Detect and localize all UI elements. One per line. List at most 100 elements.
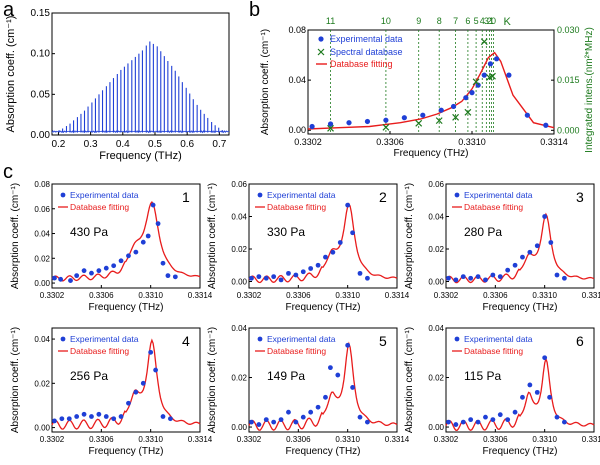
panel-c1-legend-experimental-marker xyxy=(60,192,66,198)
panel-c-subplot-6: 0.3302 0.3306 0.3310 0.3314 0.00 0.02 0.04 Freq… xyxy=(404,324,600,457)
panel-c1-experimental-point xyxy=(96,268,102,274)
panel-c6-experimental-point xyxy=(520,394,525,400)
panel-c2-x-tick-label: 0.3302 xyxy=(237,291,262,300)
panel-c6-x-tick-label: 0.3306 xyxy=(483,435,508,444)
panel-c6-experimental-point xyxy=(460,419,466,425)
panel-c3-experimental-point xyxy=(534,243,540,249)
panel-c1-y-tick-label: 0.04 xyxy=(34,230,50,239)
panel-b-k-line-label: 0 xyxy=(491,16,496,26)
panel-c1-experimental-point xyxy=(52,275,57,281)
panel-a-x-tick-label: 0.7 xyxy=(212,139,226,150)
panel-b-k-line-label: 5 xyxy=(474,16,479,26)
panel-c2-fit-curve xyxy=(248,202,398,284)
panel-c2-x-tick-label: 0.3310 xyxy=(335,291,360,300)
panel-b-x-tick-label: 0.3306 xyxy=(376,137,404,147)
panel-c1-pressure-label: 430 Pa xyxy=(70,225,108,239)
panel-letter-a: a xyxy=(3,0,15,21)
panel-b-experimental-point xyxy=(401,115,407,121)
panel-c3-pressure-label: 280 Pa xyxy=(464,225,502,239)
panel-c4-legend-fit-label: Database fitting xyxy=(70,346,129,356)
panel-c1-x-tick-label: 0.3306 xyxy=(89,291,114,300)
panel-c3-experimental-point xyxy=(548,240,554,245)
panel-c2-x-tick-label: 0.3306 xyxy=(286,291,311,300)
panel-b-experimental-point xyxy=(543,122,549,128)
panel-c6-experimental-point xyxy=(475,419,481,425)
chart-panel-c: 0.3302 0.3306 0.3310 0.3314 0.00 0.02 0.04 0.06… xyxy=(10,180,600,457)
panel-c5-experimental-point xyxy=(345,342,351,348)
panel-c5-y-tick-label: 0.02 xyxy=(231,374,247,383)
panel-b-y2-tick-label: 0.015 xyxy=(557,75,580,85)
panel-c4-y-tick-label: 0.04 xyxy=(34,335,50,344)
panel-c4-experimental-point xyxy=(153,367,159,373)
panel-c1-experimental-point xyxy=(68,278,73,283)
panel-c1-index-label: 1 xyxy=(182,189,190,205)
panel-b-experimental-point xyxy=(383,117,389,123)
panel-c3-y-tick-label: 0.04 xyxy=(428,213,444,222)
panel-c6-experimental-point xyxy=(554,414,560,420)
panel-c5-experimental-point xyxy=(328,365,333,371)
panel-c6-pressure-label: 115 Pa xyxy=(464,369,501,383)
panel-c3-experimental-point xyxy=(562,275,567,281)
panel-c4-fit-curve xyxy=(51,338,201,430)
panel-a-x-tick-label: 0.3 xyxy=(84,139,98,150)
panel-c4-experimental-point xyxy=(160,414,166,419)
chart-panel-b: 0.3302 0.3306 0.3310 0.3314 0.00 0.04 0.08 Freq… xyxy=(260,16,595,159)
panel-c3-fit-curve xyxy=(445,212,595,284)
panel-c2-experimental-point xyxy=(365,275,370,281)
panel-c5-legend-experimental-label: Experimental data xyxy=(267,334,336,344)
panel-c2-pressure-label: 330 Pa xyxy=(267,225,305,239)
panel-c6-legend-fit-label: Database fitting xyxy=(464,346,523,356)
panel-c5-experimental-point xyxy=(263,417,269,423)
panel-c4-experimental-point xyxy=(111,416,117,422)
panel-c1-y-axis-label: Absorption coeff. (cm⁻¹) xyxy=(10,183,21,289)
panel-c5-experimental-point xyxy=(286,409,291,415)
panel-c4-x-tick-label: 0.3314 xyxy=(188,435,213,444)
panel-c2-experimental-point xyxy=(271,274,277,280)
panel-c6-experimental-point xyxy=(490,417,496,423)
panel-b-y-tick-label: 0.04 xyxy=(288,75,306,85)
panel-b-legend-experimental-marker xyxy=(318,36,324,42)
panel-b-k-line-label: 6 xyxy=(465,16,470,26)
panel-b-experimental-point xyxy=(346,120,352,126)
panel-c2-plot-frame xyxy=(248,183,398,289)
panel-c6-x-tick-label: 0.3310 xyxy=(532,435,557,444)
panel-b-legend-database-label: Spectral database xyxy=(330,47,403,57)
panel-c3-x-tick-label: 0.3306 xyxy=(483,291,508,300)
panel-b-x-axis-label: Frequency (THz) xyxy=(393,148,468,159)
panel-c1-x-axis-label: Frequency (THz) xyxy=(88,302,163,313)
panel-b-experimental-point xyxy=(475,82,481,88)
panel-b-database-marker xyxy=(382,123,390,131)
panel-c4-experimental-point xyxy=(59,416,65,422)
panel-c4-experimental-point xyxy=(74,414,80,419)
panel-c2-experimental-point xyxy=(350,230,355,236)
panel-c2-y-tick-label: 0.04 xyxy=(231,213,247,222)
panel-c6-experimental-point xyxy=(562,419,567,425)
panel-c2-experimental-point xyxy=(256,274,262,280)
panel-a-y-tick-label: 0.00 xyxy=(31,130,51,141)
panel-c5-experimental-point xyxy=(365,419,370,425)
panel-c5-y-tick-label: 0.04 xyxy=(231,324,247,333)
panel-c6-fit-curve xyxy=(445,356,595,432)
panel-c1-legend-experimental-label: Experimental data xyxy=(70,190,139,200)
panel-c1-experimental-point xyxy=(81,268,87,274)
panel-c1-fit-curve xyxy=(51,201,201,282)
panel-c4-experimental-point xyxy=(140,380,146,386)
panel-c1-x-tick-label: 0.3314 xyxy=(188,291,213,300)
panel-c3-experimental-point xyxy=(460,274,466,280)
panel-a-y-tick-label: 0.15 xyxy=(31,8,51,19)
panel-c2-y-axis-label: Absorption coeff. (cm⁻¹) xyxy=(207,183,218,289)
panel-b-database-marker xyxy=(327,124,334,132)
panel-c6-x-tick-label: 0.3314 xyxy=(582,435,600,444)
panel-c3-experimental-point xyxy=(520,254,525,260)
panel-c5-fit-curve xyxy=(248,341,398,431)
panel-c2-experimental-point xyxy=(278,277,284,283)
panel-b-database-marker xyxy=(489,72,496,80)
panel-c6-experimental-point xyxy=(483,414,488,420)
panel-c6-experimental-point xyxy=(497,412,503,418)
panel-c6-experimental-point xyxy=(542,355,548,361)
panel-c-subplot-1: 0.3302 0.3306 0.3310 0.3314 0.00 0.02 0.04 0.06… xyxy=(10,180,213,313)
panel-c4-legend-experimental-marker xyxy=(60,336,66,342)
panel-b-legend-fit-label: Database fitting xyxy=(330,59,393,69)
panel-c4-x-tick-label: 0.3310 xyxy=(138,435,163,444)
